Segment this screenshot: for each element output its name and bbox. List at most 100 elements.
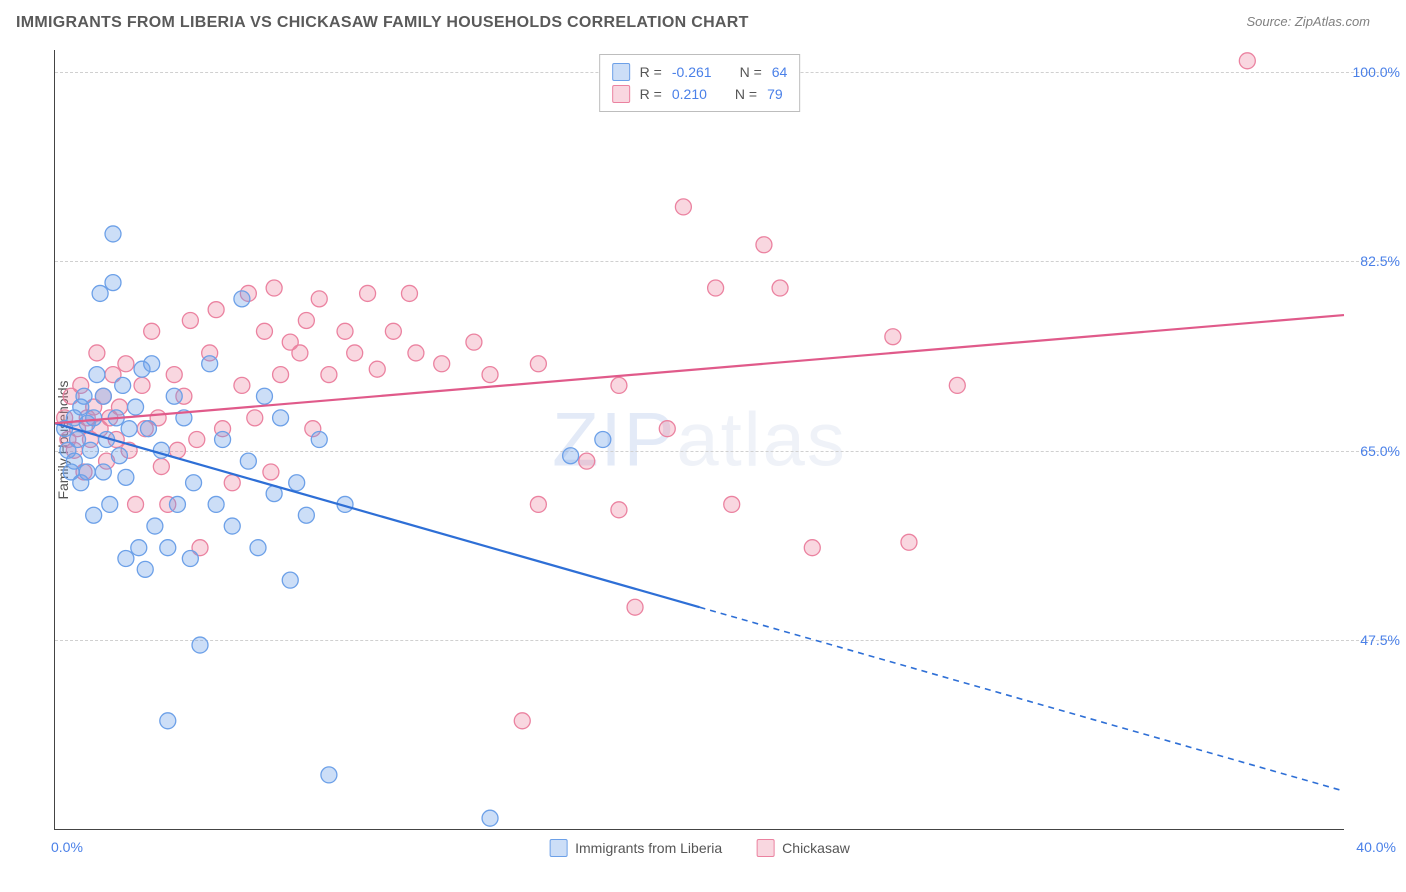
data-point bbox=[266, 280, 282, 296]
data-point bbox=[95, 464, 111, 480]
data-point bbox=[160, 713, 176, 729]
data-point bbox=[111, 448, 127, 464]
data-point bbox=[292, 345, 308, 361]
data-point bbox=[144, 356, 160, 372]
data-point bbox=[153, 459, 169, 475]
swatch-icon bbox=[612, 85, 630, 103]
data-point bbox=[147, 518, 163, 534]
data-point bbox=[804, 540, 820, 556]
scatter-plot bbox=[55, 50, 1344, 829]
data-point bbox=[118, 551, 134, 567]
data-point bbox=[215, 432, 231, 448]
n-prefix: N = bbox=[740, 61, 762, 83]
data-point bbox=[128, 496, 144, 512]
data-point bbox=[192, 637, 208, 653]
data-point bbox=[121, 421, 137, 437]
data-point bbox=[89, 345, 105, 361]
swatch-icon bbox=[549, 839, 567, 857]
data-point bbox=[95, 388, 111, 404]
data-point bbox=[482, 367, 498, 383]
data-point bbox=[321, 367, 337, 383]
source-label: Source: ZipAtlas.com bbox=[1246, 14, 1390, 29]
stats-legend-row-0: R = -0.261 N = 64 bbox=[612, 61, 788, 83]
data-point bbox=[137, 561, 153, 577]
legend-label: Immigrants from Liberia bbox=[575, 840, 722, 856]
data-point bbox=[289, 475, 305, 491]
data-point bbox=[311, 291, 327, 307]
chart-header: IMMIGRANTS FROM LIBERIA VS CHICKASAW FAM… bbox=[0, 0, 1406, 46]
data-point bbox=[282, 572, 298, 588]
data-point bbox=[263, 464, 279, 480]
swatch-icon bbox=[756, 839, 774, 857]
x-tick-min: 0.0% bbox=[51, 839, 83, 855]
data-point bbox=[675, 199, 691, 215]
r-value: -0.261 bbox=[672, 61, 712, 83]
data-point bbox=[611, 502, 627, 518]
stats-legend-row-1: R = 0.210 N = 79 bbox=[612, 83, 788, 105]
data-point bbox=[298, 312, 314, 328]
data-point bbox=[115, 377, 131, 393]
data-point bbox=[131, 540, 147, 556]
data-point bbox=[250, 540, 266, 556]
data-point bbox=[160, 540, 176, 556]
y-tick-label: 82.5% bbox=[1360, 253, 1400, 269]
data-point bbox=[240, 453, 256, 469]
chart-area: Family Households ZIPatlas 47.5%65.0%82.… bbox=[54, 50, 1344, 830]
data-point bbox=[186, 475, 202, 491]
data-point bbox=[885, 329, 901, 345]
data-point bbox=[401, 285, 417, 301]
data-point bbox=[273, 367, 289, 383]
data-point bbox=[756, 237, 772, 253]
data-point bbox=[298, 507, 314, 523]
legend-label: Chickasaw bbox=[782, 840, 850, 856]
data-point bbox=[408, 345, 424, 361]
data-point bbox=[595, 432, 611, 448]
data-point bbox=[182, 312, 198, 328]
data-point bbox=[360, 285, 376, 301]
x-tick-max: 40.0% bbox=[1356, 839, 1396, 855]
data-point bbox=[208, 302, 224, 318]
r-prefix: R = bbox=[640, 61, 662, 83]
data-point bbox=[118, 356, 134, 372]
data-point bbox=[79, 464, 95, 480]
data-point bbox=[86, 507, 102, 523]
data-point bbox=[256, 388, 272, 404]
data-point bbox=[224, 475, 240, 491]
data-point bbox=[273, 410, 289, 426]
data-point bbox=[347, 345, 363, 361]
data-point bbox=[708, 280, 724, 296]
data-point bbox=[256, 323, 272, 339]
y-tick-label: 100.0% bbox=[1353, 64, 1400, 80]
legend-item-0: Immigrants from Liberia bbox=[549, 839, 722, 857]
data-point bbox=[208, 496, 224, 512]
n-prefix: N = bbox=[735, 83, 757, 105]
data-point bbox=[234, 377, 250, 393]
data-point bbox=[118, 469, 134, 485]
data-point bbox=[724, 496, 740, 512]
data-point bbox=[337, 323, 353, 339]
data-point bbox=[86, 410, 102, 426]
data-point bbox=[627, 599, 643, 615]
data-point bbox=[369, 361, 385, 377]
data-point bbox=[321, 767, 337, 783]
data-point bbox=[466, 334, 482, 350]
data-point bbox=[66, 453, 82, 469]
data-point bbox=[128, 399, 144, 415]
data-point bbox=[659, 421, 675, 437]
data-point bbox=[530, 356, 546, 372]
series-legend: Immigrants from Liberia Chickasaw bbox=[549, 839, 850, 857]
data-point bbox=[105, 275, 121, 291]
data-point bbox=[92, 285, 108, 301]
data-point bbox=[89, 367, 105, 383]
data-point bbox=[579, 453, 595, 469]
data-point bbox=[70, 432, 86, 448]
data-point bbox=[385, 323, 401, 339]
chart-title: IMMIGRANTS FROM LIBERIA VS CHICKASAW FAM… bbox=[16, 14, 749, 32]
data-point bbox=[105, 226, 121, 242]
data-point bbox=[247, 410, 263, 426]
trend-line bbox=[55, 315, 1344, 423]
data-point bbox=[901, 534, 917, 550]
data-point bbox=[563, 448, 579, 464]
data-point bbox=[514, 713, 530, 729]
data-point bbox=[949, 377, 965, 393]
